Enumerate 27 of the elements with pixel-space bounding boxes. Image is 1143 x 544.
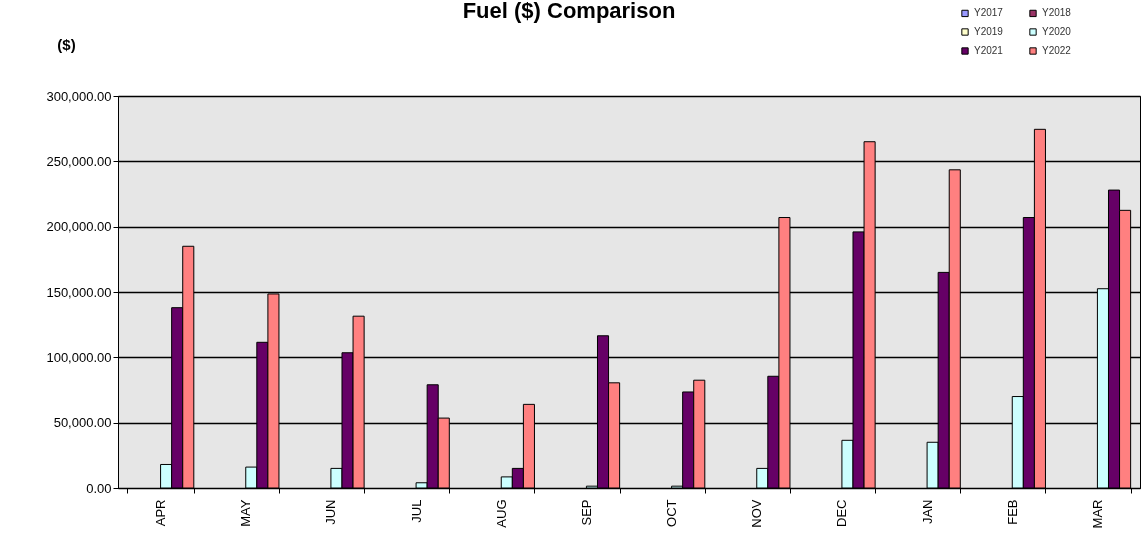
y-tick-label: 150,000.00 [46, 284, 112, 300]
x-tick-label: DEC [834, 499, 850, 527]
x-tick-label: JUL [408, 499, 424, 523]
x-tick-label: NOV [749, 499, 765, 528]
y-tick-label: 50,000.00 [53, 415, 112, 431]
x-tick-label: JAN [919, 499, 935, 525]
y-tick-label: 250,000.00 [46, 153, 112, 169]
y-tick-label: 300,000.00 [46, 88, 112, 104]
x-tick-label: AUG [493, 499, 509, 528]
legend-label: Y2018 [1042, 7, 1072, 19]
legend-label: Y2017 [974, 7, 1004, 19]
y-tick-label: 100,000.00 [46, 349, 112, 365]
y-tick-label: 0.00 [86, 480, 112, 496]
y-axis-title: ($) [57, 35, 76, 53]
y-tick-label: 200,000.00 [46, 219, 112, 235]
x-tick-label: SEP [578, 499, 594, 526]
legend-label: Y2019 [974, 26, 1004, 37]
chart-title: Fuel ($) Comparison [462, 0, 676, 23]
legend-label: Y2020 [1042, 26, 1072, 37]
legend-label: Y2022 [1042, 45, 1072, 56]
x-tick-label: MAY [238, 499, 254, 527]
x-tick-label: MAR [1089, 499, 1105, 529]
x-tick-label: APR [153, 499, 169, 527]
x-tick-label: FEB [1004, 499, 1020, 525]
legend-label: Y2021 [974, 45, 1004, 56]
x-tick-label: OCT [664, 499, 680, 527]
x-tick-label: JUN [323, 499, 339, 525]
